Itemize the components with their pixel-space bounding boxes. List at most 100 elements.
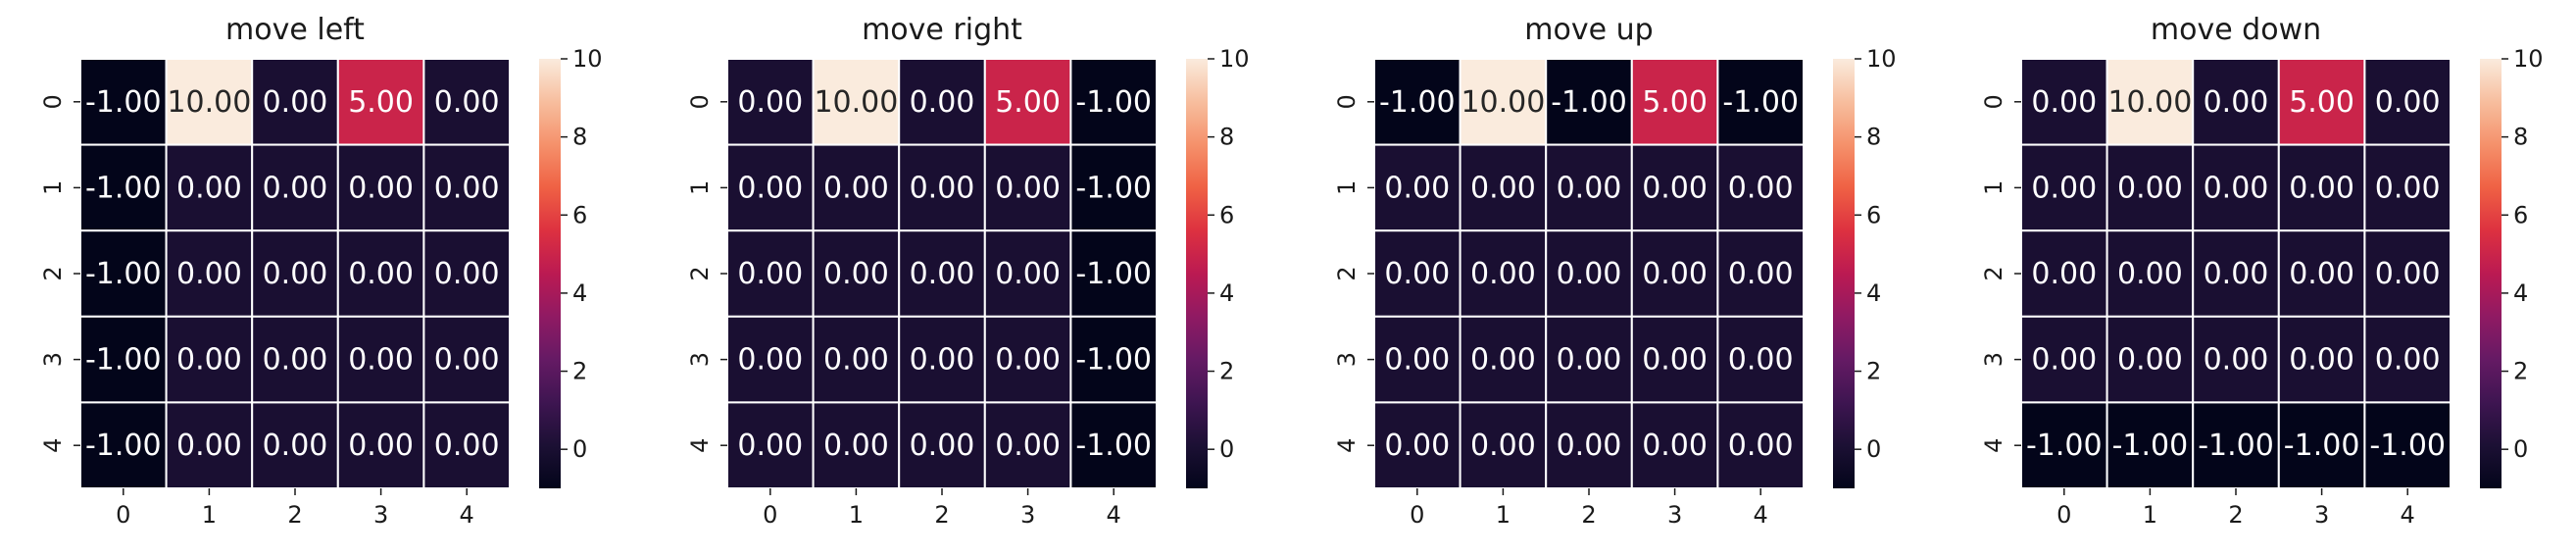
cell-value-label: -1.00	[2198, 429, 2274, 463]
cell-value-label: 0.00	[2375, 343, 2441, 378]
cell-value-label: 0.00	[1642, 171, 1708, 205]
cell-value-label: 0.00	[2117, 343, 2183, 378]
cell-value-label: 0.00	[176, 343, 242, 378]
cell-value-label: 0.00	[2375, 171, 2441, 205]
cell-value-label: 0.00	[995, 257, 1061, 291]
heatmap-cell	[812, 315, 901, 404]
heatmap-cell	[1630, 315, 1719, 404]
heatmap-cell	[2105, 401, 2195, 489]
heatmap-cell	[983, 401, 1072, 489]
cell-value-label: 0.00	[1384, 257, 1450, 291]
cell-value-label: 0.00	[910, 429, 975, 463]
heatmap-cell	[2363, 143, 2452, 232]
cell-value-label: 0.00	[263, 429, 328, 463]
cell-value-label: 0.00	[263, 343, 328, 378]
cell-value-label: 0.00	[263, 85, 328, 120]
heatmap-cell	[812, 401, 901, 489]
colorbar-tick-label: 6	[1219, 201, 1234, 228]
heatmap-cell	[1459, 229, 1548, 318]
cell-value-label: -1.00	[85, 343, 162, 378]
cell-value-label: -1.00	[1075, 171, 1152, 205]
y-tick-label: 0	[39, 94, 67, 109]
heatmap-cell	[812, 58, 901, 146]
y-tick-label: 2	[39, 266, 67, 280]
colorbar-tick-label: 2	[572, 358, 587, 385]
heatmap-panel-3: move up-1.00 10.00 -1.00 5.00 -1.000.00 0.00 0…	[1333, 13, 1897, 529]
colorbar-tick-label: 4	[572, 279, 587, 307]
cell-value-label: 0.00	[1728, 171, 1794, 205]
heatmap-cell	[898, 401, 986, 489]
cell-value-label: 0.00	[2204, 257, 2269, 291]
x-tick-label: 0	[116, 501, 130, 529]
heatmap-cell	[2277, 315, 2366, 404]
heatmap-cell	[422, 315, 511, 404]
heatmap-cell	[726, 58, 815, 146]
colorbar-tick-label: 10	[1219, 45, 1250, 73]
cell-value-label: -1.00	[85, 429, 162, 463]
y-tick-label: 3	[39, 352, 67, 367]
cell-value-label: 0.00	[1557, 257, 1622, 291]
heatmap-cell	[2192, 229, 2280, 318]
chart-title: move right	[862, 13, 1022, 47]
cell-value-label: 0.00	[995, 171, 1061, 205]
y-tick-label: 1	[1333, 180, 1361, 195]
heatmap-cell	[422, 143, 511, 232]
heatmap-cell	[251, 143, 339, 232]
colorbar-tick-label: 0	[1219, 435, 1234, 463]
cell-value-label: 0.00	[1557, 343, 1622, 378]
colorbar-tick-label: 8	[1866, 124, 1881, 151]
colorbar-tick-label: 6	[2513, 201, 2528, 228]
cell-value-label: -1.00	[1075, 85, 1152, 120]
y-tick-label: 0	[686, 94, 714, 109]
cell-value-label: 0.00	[2375, 257, 2441, 291]
x-tick-label: 1	[202, 501, 217, 529]
cell-value-label: 0.00	[2289, 343, 2354, 378]
heatmap-cell	[898, 315, 986, 404]
heatmap-cell	[79, 401, 168, 489]
cell-value-label: -1.00	[2369, 429, 2446, 463]
chart-title: move down	[2151, 13, 2321, 47]
y-tick-label: 1	[686, 180, 714, 195]
heatmap-cell	[1716, 315, 1806, 404]
cell-value-label: 0.00	[348, 171, 414, 205]
y-tick-label: 3	[686, 352, 714, 367]
cell-value-label: 0.00	[2289, 171, 2354, 205]
cell-value-label: -1.00	[2112, 429, 2189, 463]
cell-value-label: 5.00	[1642, 85, 1708, 120]
cell-value-label: -1.00	[1075, 257, 1152, 291]
cell-value-label: -1.00	[2026, 429, 2103, 463]
cell-value-label: 0.00	[263, 171, 328, 205]
cell-value-label: 0.00	[1384, 429, 1450, 463]
heatmap-cell	[2020, 229, 2108, 318]
heatmap-cell	[1716, 401, 1806, 489]
heatmap-cell	[165, 315, 254, 404]
heatmap-cell	[1373, 58, 1461, 146]
cell-value-label: 0.00	[1557, 171, 1622, 205]
y-tick-label: 1	[1980, 180, 2007, 195]
y-tick-label: 4	[39, 438, 67, 453]
cell-value-label: 0.00	[348, 343, 414, 378]
cell-value-label: 0.00	[737, 85, 803, 120]
colorbar	[1833, 59, 1855, 488]
colorbar-tick-label: 2	[1219, 358, 1234, 385]
cell-value-label: 0.00	[348, 429, 414, 463]
heatmap-cell	[2277, 58, 2366, 146]
y-tick-label: 0	[1333, 94, 1361, 109]
cell-value-label: 0.00	[1470, 171, 1536, 205]
heatmap-cell	[165, 401, 254, 489]
cell-value-label: 0.00	[2031, 343, 2097, 378]
x-tick-label: 4	[460, 501, 474, 529]
cell-value-label: 0.00	[1728, 429, 1794, 463]
cell-value-label: 0.00	[2375, 85, 2441, 120]
heatmap-cell	[983, 315, 1072, 404]
colorbar-tick-label: 8	[2513, 124, 2528, 151]
heatmap-cell	[2105, 143, 2195, 232]
x-tick-label: 3	[1020, 501, 1035, 529]
heatmap-cell	[1459, 143, 1548, 232]
cell-value-label: 0.00	[995, 429, 1061, 463]
heatmap-cell	[251, 315, 339, 404]
cell-value-label: 0.00	[434, 257, 500, 291]
colorbar-tick-label: 4	[1219, 279, 1234, 307]
cell-value-label: 0.00	[1557, 429, 1622, 463]
